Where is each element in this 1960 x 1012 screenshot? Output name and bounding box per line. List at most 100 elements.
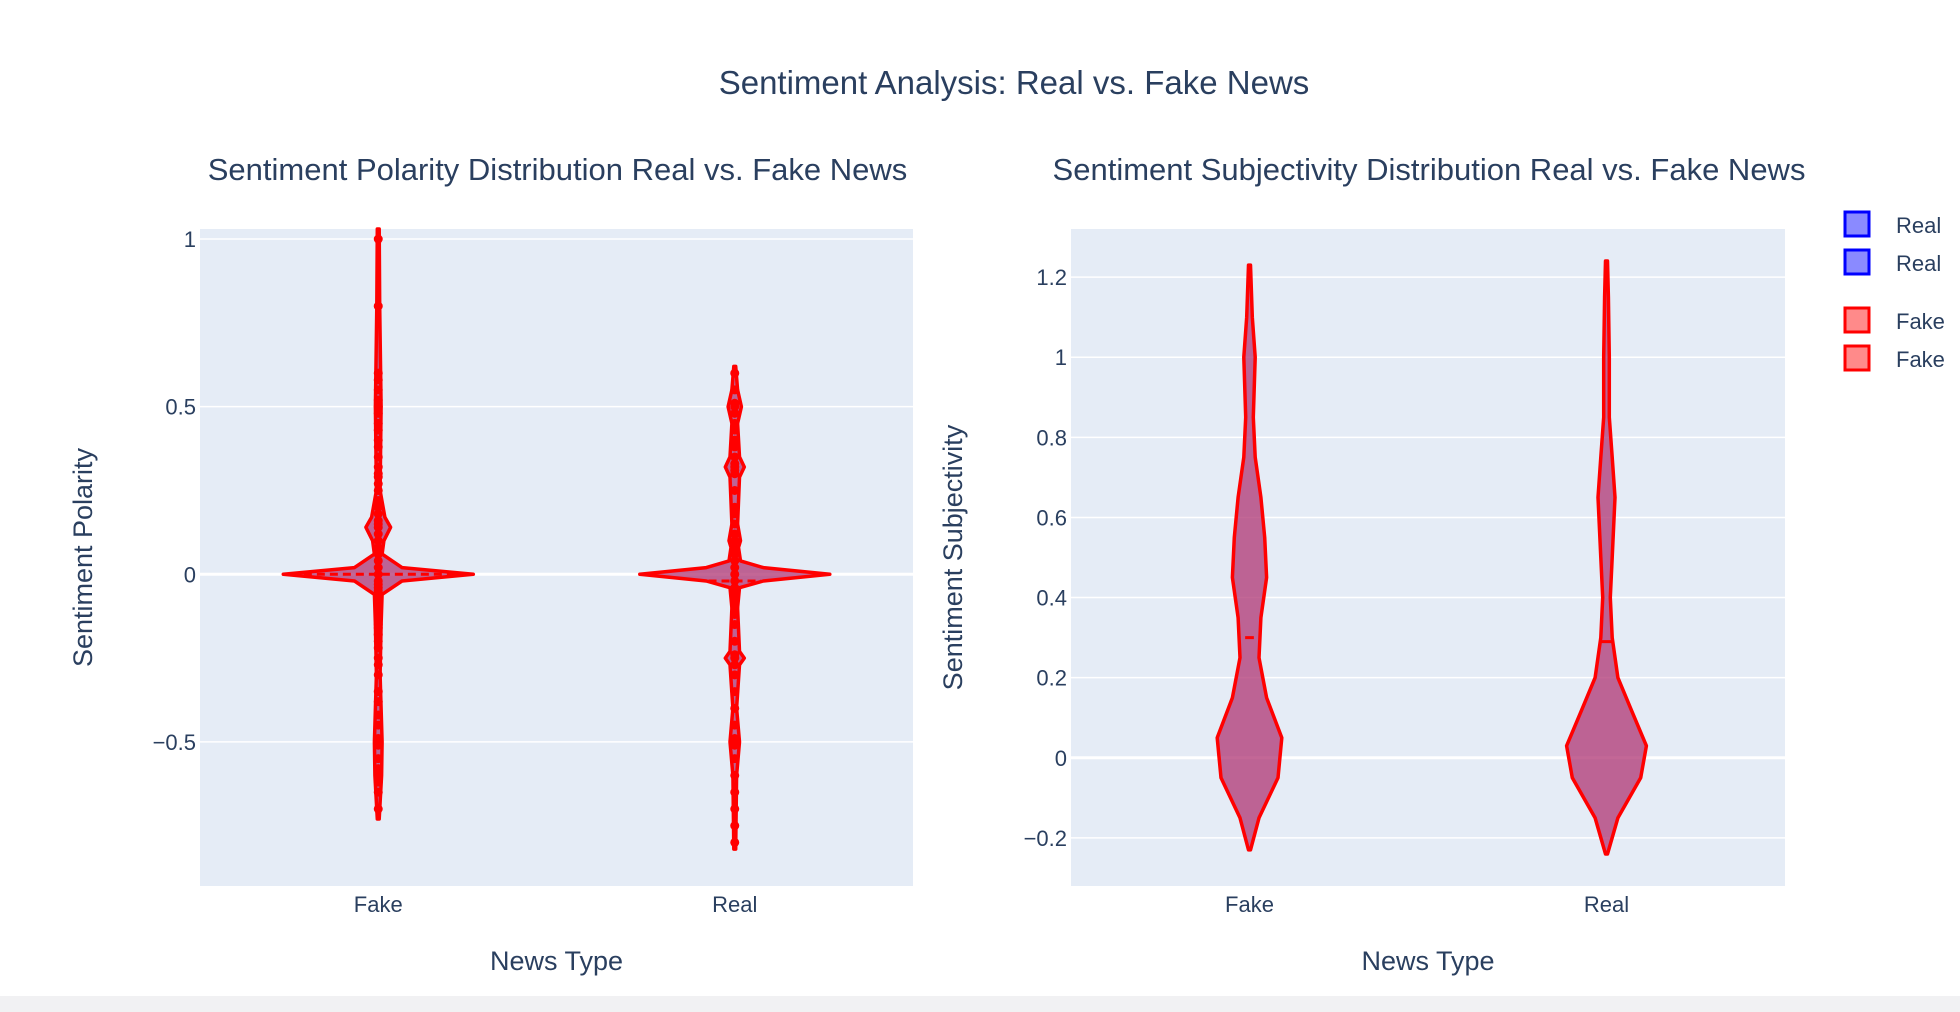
x-axis-title: News Type xyxy=(490,946,623,976)
y-tick-label: 0.8 xyxy=(1036,425,1067,450)
y-tick-label: 0.6 xyxy=(1036,505,1067,530)
data-point xyxy=(373,609,383,619)
data-point xyxy=(730,442,740,452)
data-point xyxy=(730,435,740,445)
data-point xyxy=(373,536,383,546)
data-point xyxy=(730,787,740,797)
y-tick-label: 0.5 xyxy=(165,395,196,420)
data-point xyxy=(730,687,740,697)
data-point xyxy=(730,636,740,646)
data-point xyxy=(730,549,740,559)
data-point xyxy=(730,509,740,519)
data-point xyxy=(373,462,383,472)
y-tick-label: 0 xyxy=(184,562,196,587)
data-point xyxy=(373,670,383,680)
data-point xyxy=(373,485,383,495)
violin-real xyxy=(638,364,832,851)
y-tick-label: 0.2 xyxy=(1036,666,1067,691)
legend-swatch[interactable] xyxy=(1843,210,1871,238)
data-point xyxy=(730,660,740,670)
data-point xyxy=(730,519,740,529)
y-tick-label: 1.2 xyxy=(1036,265,1067,290)
data-point xyxy=(373,435,383,445)
legend-label: Real xyxy=(1896,213,1941,238)
y-tick-label: 0.4 xyxy=(1036,586,1067,611)
data-point xyxy=(373,764,383,774)
legend-item-real[interactable]: Real xyxy=(1843,248,1941,276)
violin-fake xyxy=(1215,263,1284,852)
x-axis-title: News Type xyxy=(1361,946,1494,976)
legend-swatch[interactable] xyxy=(1843,344,1871,372)
legend-label: Fake xyxy=(1896,309,1945,334)
legend-swatch[interactable] xyxy=(1843,248,1871,276)
data-point xyxy=(373,469,383,479)
data-point xyxy=(373,452,383,462)
data-point xyxy=(730,720,740,730)
data-point xyxy=(373,603,383,613)
x-tick-label: Fake xyxy=(354,892,403,917)
data-point xyxy=(373,734,383,744)
data-point xyxy=(373,408,383,418)
y-tick-label: −0.5 xyxy=(153,730,196,755)
page-bottom-strip xyxy=(0,996,1960,1012)
data-point xyxy=(730,536,740,546)
data-point xyxy=(373,620,383,630)
data-point xyxy=(373,234,383,244)
data-point xyxy=(373,569,383,579)
legend-item-fake[interactable]: Fake xyxy=(1843,306,1945,334)
data-point xyxy=(730,670,740,680)
data-point xyxy=(373,301,383,311)
data-point xyxy=(373,442,383,452)
data-point xyxy=(373,529,383,539)
data-point xyxy=(373,395,383,405)
data-point xyxy=(373,653,383,663)
x-tick-label: Real xyxy=(712,892,757,917)
data-point xyxy=(373,576,383,586)
data-point xyxy=(373,720,383,730)
data-point xyxy=(730,485,740,495)
data-point xyxy=(730,529,740,539)
subplot-1: −0.5 0 0.5 1 Fake Real Sentiment Polarity Dist… xyxy=(68,152,913,976)
data-point xyxy=(373,496,383,506)
data-point xyxy=(373,777,383,787)
subplot-2: −0.2 0 0.2 0.4 0.6 0.8 1 1.2 Fake Real Sentiment S… xyxy=(938,152,1805,976)
y-tick-label: 1 xyxy=(1055,345,1067,370)
data-point xyxy=(730,569,740,579)
legend-item-real[interactable]: Real xyxy=(1843,210,1941,238)
legend[interactable]: Real Real Fake Fake xyxy=(1843,210,1945,372)
data-point xyxy=(730,583,740,593)
data-point xyxy=(373,542,383,552)
data-point xyxy=(373,754,383,764)
data-point xyxy=(730,837,740,847)
data-point xyxy=(373,502,383,512)
data-point xyxy=(373,556,383,566)
data-point xyxy=(373,509,383,519)
data-point xyxy=(730,804,740,814)
y-axis-title: Sentiment Subjectivity xyxy=(938,424,968,690)
data-point xyxy=(730,609,740,619)
subplot-title: Sentiment Polarity Distribution Real vs.… xyxy=(208,152,907,187)
data-point xyxy=(730,596,740,606)
legend-swatch[interactable] xyxy=(1843,306,1871,334)
data-point xyxy=(730,576,740,586)
violin-fake xyxy=(281,227,476,821)
x-tick-label: Fake xyxy=(1225,892,1274,917)
data-point xyxy=(730,703,740,713)
data-point xyxy=(373,697,383,707)
plot-area xyxy=(200,229,913,886)
data-point xyxy=(373,375,383,385)
y-axis-title: Sentiment Polarity xyxy=(68,447,98,667)
data-point xyxy=(730,408,740,418)
data-point xyxy=(373,425,383,435)
legend-item-fake[interactable]: Fake xyxy=(1843,344,1945,372)
data-point xyxy=(373,563,383,573)
data-point xyxy=(373,636,383,646)
data-point xyxy=(373,402,383,412)
data-point xyxy=(730,620,740,630)
data-point xyxy=(373,643,383,653)
data-point xyxy=(373,710,383,720)
data-point xyxy=(373,516,383,526)
data-point xyxy=(730,425,740,435)
data-point xyxy=(730,385,740,395)
